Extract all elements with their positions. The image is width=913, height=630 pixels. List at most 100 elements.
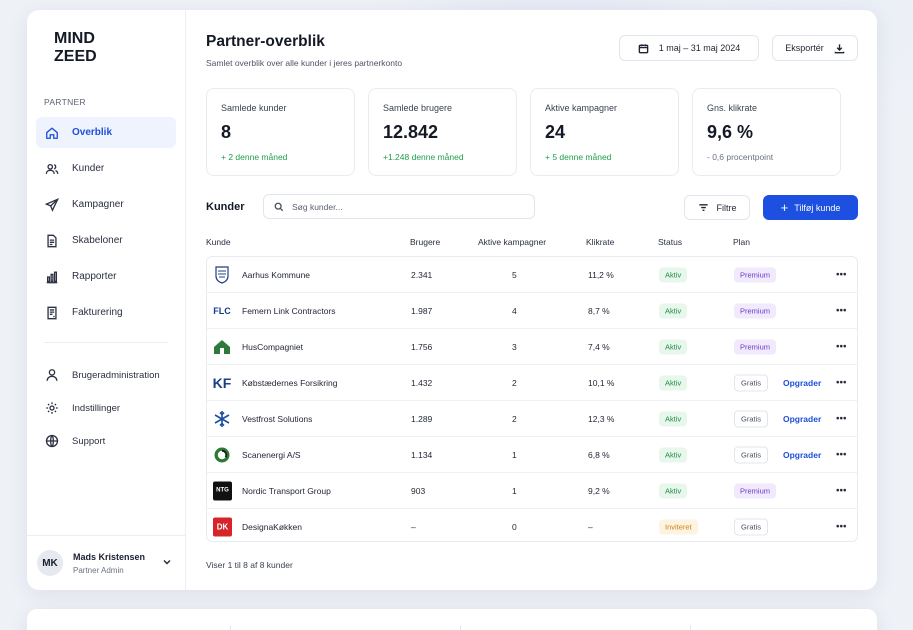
column-header-status: Status (658, 237, 683, 247)
export-label: Eksportér (785, 43, 824, 53)
bottom-feature-bar (27, 609, 877, 630)
gear-icon (45, 401, 59, 415)
table-row[interactable]: NTG Nordic Transport Group 903 1 9,2 % A… (207, 473, 857, 509)
upgrade-link[interactable]: Opgrader (783, 449, 822, 460)
status-badge: Aktiv (659, 339, 688, 354)
plan-badge: Premium (734, 303, 777, 318)
sidebar-item-indstillinger[interactable]: Indstillinger (36, 394, 176, 422)
table-row[interactable]: FLC Femern Link Contractors 1.987 4 8,7 … (207, 293, 857, 329)
column-header-plan: Plan (733, 237, 751, 247)
customer-name: Aarhus Kommune (242, 269, 311, 280)
plan-badge: Gratis (734, 410, 769, 427)
sidebar-item-overblik[interactable]: Overblik (36, 117, 176, 148)
more-icon[interactable]: ••• (836, 341, 847, 352)
pagination-info: Viser 1 til 8 af 8 kunder (206, 560, 293, 570)
stat-value: 8 (221, 122, 232, 142)
customer-campaigns: 1 (512, 485, 517, 496)
sidebar-item-label: Support (72, 435, 106, 447)
sidebar-section-label: PARTNER (44, 97, 86, 107)
sidebar-item-support[interactable]: Support (36, 427, 176, 455)
sidebar-item-kunder[interactable]: Kunder (36, 153, 176, 184)
filter-button[interactable]: Filtre (684, 195, 750, 220)
app-window: MIND ZEED PARTNER Overblik Kunder Kampag… (27, 10, 877, 590)
filter-icon (698, 204, 708, 211)
sidebar-item-brugeradministration[interactable]: Brugeradministration (36, 361, 176, 389)
snowflake-logo (213, 410, 231, 428)
primary-nav: Overblik Kunder Kampagner Skabeloner Rap… (36, 117, 176, 333)
sidebar-item-label: Overblik (72, 127, 113, 138)
customer-ctr: 9,2 % (588, 485, 610, 496)
more-icon[interactable]: ••• (836, 413, 847, 424)
plan-badge: Premium (734, 339, 777, 354)
sidebar-item-rapporter[interactable]: Rapporter (36, 261, 176, 292)
add-customer-button[interactable]: + Tilføj kunde (763, 195, 858, 220)
status-badge: Aktiv (659, 303, 688, 318)
calendar-icon (638, 43, 649, 53)
more-icon[interactable]: ••• (836, 521, 847, 533)
customer-ctr: – (588, 522, 593, 532)
search-field[interactable] (263, 194, 535, 219)
customer-name: HusCompagniet (242, 341, 303, 352)
table-header: Kunde Brugere Aktive kampagner Klikrate … (206, 237, 858, 249)
more-icon[interactable]: ••• (836, 269, 847, 280)
globe-icon (45, 434, 59, 448)
customer-campaigns: 3 (512, 341, 517, 352)
upgrade-link[interactable]: Opgrader (783, 413, 822, 424)
more-icon[interactable]: ••• (836, 449, 847, 460)
customer-users: 1.987 (411, 305, 433, 316)
sidebar: MIND ZEED PARTNER Overblik Kunder Kampag… (27, 10, 186, 590)
customer-name: Scanenergi A/S (242, 449, 301, 460)
status-badge: Aktiv (659, 447, 688, 462)
download-icon (834, 43, 845, 53)
sidebar-item-label: Kunder (72, 163, 105, 174)
table-row[interactable]: HusCompagniet 1.756 3 7,4 % Aktiv Premiu… (207, 329, 857, 365)
stat-value: 24 (545, 122, 566, 142)
sidebar-divider (44, 342, 168, 343)
stat-label: Samlede brugere (383, 103, 453, 113)
table-row[interactable]: Aarhus Kommune 2.341 5 11,2 % Aktiv Prem… (207, 257, 857, 293)
plan-badge: Gratis (734, 374, 769, 391)
customer-users: 1.289 (411, 413, 433, 424)
date-range-picker[interactable]: 1 maj – 31 maj 2024 (619, 35, 759, 61)
stat-label: Aktive kampagner (545, 103, 618, 113)
customer-campaigns: 1 (512, 449, 517, 460)
search-input[interactable] (292, 201, 522, 212)
table-row[interactable]: Scanenergi A/S 1.134 1 6,8 % Aktiv Grati… (207, 437, 857, 473)
customer-users: 1.756 (411, 341, 433, 352)
table-row[interactable]: KF Købstædernes Forsikring 1.432 2 10,1 … (207, 365, 857, 401)
svg-text:ZEED: ZEED (54, 48, 97, 64)
table-row[interactable]: Vestfrost Solutions 1.289 2 12,3 % Aktiv… (207, 401, 857, 437)
user-icon (45, 368, 59, 382)
stat-card-campaigns: Aktive kampagner 24 + 5 denne måned (530, 88, 679, 176)
customer-ctr: 8,7 % (588, 305, 610, 316)
customer-users: – (411, 522, 416, 532)
user-menu[interactable]: MK Mads Kristensen Partner Admin (27, 535, 186, 590)
export-button[interactable]: Eksportér (772, 35, 858, 61)
status-badge: Inviteret (659, 519, 698, 535)
sidebar-item-label: Brugeradministration (72, 369, 160, 381)
chevron-down-icon[interactable] (162, 557, 172, 567)
sidebar-item-fakturering[interactable]: Fakturering (36, 297, 176, 328)
customers-title: Kunder (206, 201, 245, 213)
upgrade-link[interactable]: Opgrader (783, 377, 822, 388)
flc-logo: FLC (213, 305, 231, 316)
svg-text:MIND: MIND (54, 30, 95, 47)
customer-users: 1.134 (411, 449, 433, 460)
customer-ctr: 7,4 % (588, 341, 610, 352)
sidebar-item-kampagner[interactable]: Kampagner (36, 189, 176, 220)
customer-campaigns: 2 (512, 413, 517, 424)
plan-badge: Gratis (734, 446, 769, 463)
bottom-bar-divider (230, 625, 231, 630)
house-logo (213, 338, 231, 356)
more-icon[interactable]: ••• (836, 377, 847, 388)
more-icon[interactable]: ••• (836, 485, 847, 496)
sidebar-item-skabeloner[interactable]: Skabeloner (36, 225, 176, 256)
bottom-bar-divider (690, 625, 691, 630)
mindzeed-logo: MIND ZEED (54, 30, 97, 64)
stat-label: Gns. klikrate (707, 103, 758, 113)
more-icon[interactable]: ••• (836, 305, 847, 316)
customers-table: Aarhus Kommune 2.341 5 11,2 % Aktiv Prem… (206, 256, 858, 542)
customer-name: Købstædernes Forsikring (242, 377, 338, 388)
table-row[interactable]: DK DesignaKøkken – 0 – Inviteret Gratis … (207, 509, 857, 541)
document-icon (45, 234, 59, 248)
